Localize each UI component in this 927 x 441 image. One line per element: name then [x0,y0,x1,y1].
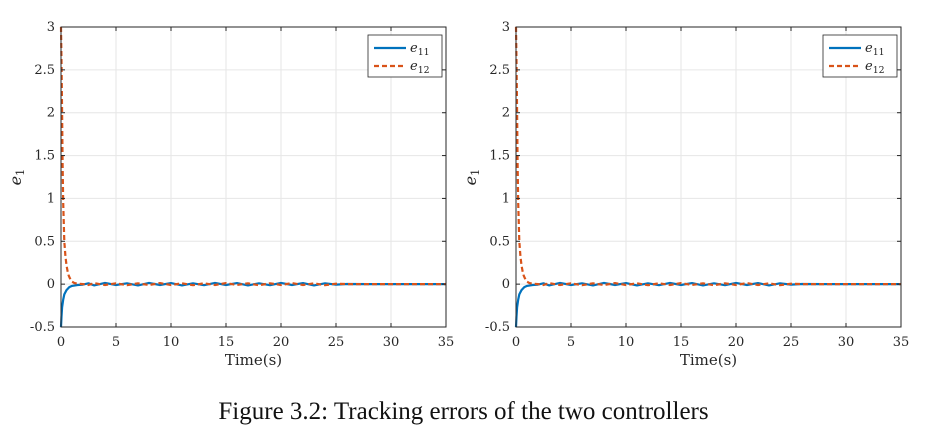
x-tick-label: 0 [57,335,65,350]
legend-label-e12-base: e [410,59,418,74]
plot-frame [515,26,902,328]
y-tick-label: 1.5 [34,149,55,164]
y-tick-label: 0.5 [34,234,55,249]
x-tick-label: 5 [567,335,575,350]
chart-panel-1: 0 5 10 15 20 25 30 35-0.500.511.522.53Time(s)e1… [6,20,454,369]
x-tick-label: 25 [328,335,345,350]
y-tick-label: 0 [47,277,55,292]
legend-label-e12-base: e [865,59,873,74]
y-tick-label: 1 [502,191,510,206]
legend-label-e11-sub: 11 [418,47,430,58]
y-tick-label: 2.5 [489,63,510,78]
plot-frame [60,26,447,328]
x-tick-label: 10 [163,335,180,350]
legend-label-e12: e12 [865,59,885,76]
legend-label-e12: e12 [410,59,430,76]
x-tick-label: 35 [893,335,910,350]
x-axis-label: Time(s) [680,351,737,369]
series-line-e12 [59,26,446,287]
y-tick-label: 0 [502,277,510,292]
x-tick-label: 15 [673,335,690,350]
x-axis-label: Time(s) [225,351,282,369]
y-axis-label: e1 [461,169,482,186]
x-tick-label: 30 [383,335,400,350]
x-tick-label: 0 [512,335,520,350]
series-line-e11 [59,281,446,328]
y-tick-label: 2 [47,106,55,121]
x-tick-label: 30 [838,335,855,350]
legend-label-e12-sub: 12 [418,65,430,76]
y-axis-label: e1 [6,169,27,186]
figure-caption: Figure 3.2: Tracking errors of the two c… [218,398,709,425]
legend-label-e11-base: e [410,41,418,56]
legend-box [367,34,443,78]
series-line-e12 [514,26,901,287]
y-tick-label: 1 [47,191,55,206]
y-axis-label-base: e [461,176,480,185]
x-tick-label: 20 [273,335,290,350]
y-tick-label: 0.5 [489,234,510,249]
x-tick-label: 15 [218,335,235,350]
y-axis-label-sub: 1 [13,169,27,176]
y-axis-label-base: e [6,176,25,185]
series-line-e11 [514,281,901,328]
y-tick-label: 3 [502,20,510,35]
x-tick-label: 25 [783,335,800,350]
x-tick-label: 35 [438,335,455,350]
legend-label-e11-base: e [865,41,873,56]
y-tick-label: -0.5 [30,320,55,335]
legend-label-e11-sub: 11 [873,47,885,58]
y-axis-label-sub: 1 [468,169,482,176]
y-tick-label: -0.5 [485,320,510,335]
legend-label-e11: e11 [410,41,430,58]
y-tick-label: 3 [47,20,55,35]
legend-label-e12-sub: 12 [873,65,885,76]
chart-panel-2: 0 5 10 15 20 25 30 35-0.500.511.522.53Time(s)e1… [461,20,909,369]
y-tick-label: 2.5 [34,63,55,78]
x-tick-label: 5 [112,335,120,350]
legend-label-e11: e11 [865,41,885,58]
legend-box [822,34,898,78]
x-tick-label: 10 [618,335,635,350]
y-tick-label: 2 [502,106,510,121]
x-tick-label: 20 [728,335,745,350]
y-tick-label: 1.5 [489,149,510,164]
